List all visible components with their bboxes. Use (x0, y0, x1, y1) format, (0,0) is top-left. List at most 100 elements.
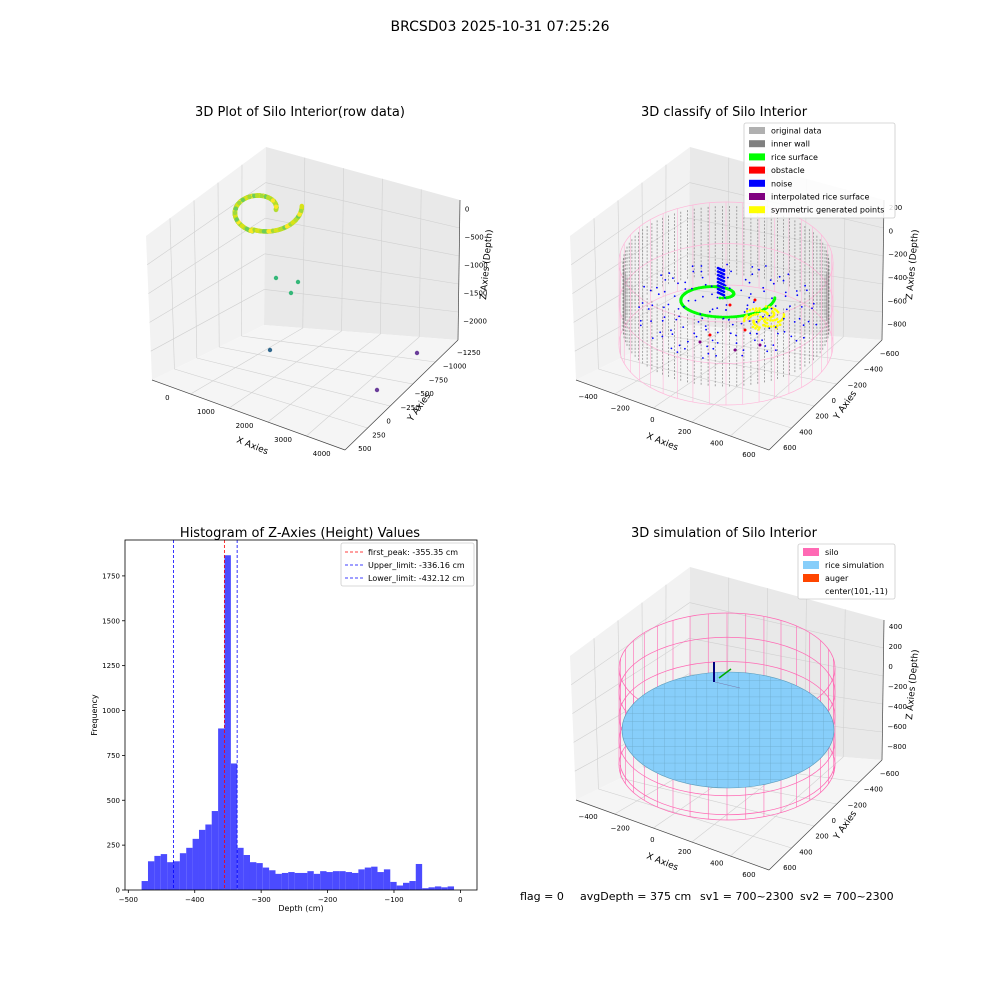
rice-surface-point (763, 307, 766, 311)
symmetric-point (759, 315, 762, 319)
symmetric-point (782, 315, 786, 318)
symmetric-point (751, 307, 755, 311)
legend-label: inner wall (771, 140, 810, 149)
figure-suptitle: BRCSD03 2025-10-31 07:25:26 (390, 19, 609, 35)
classify-y-label: Y Axies (832, 389, 860, 422)
noise-point (722, 290, 726, 294)
gridline (267, 333, 381, 423)
noise-point (725, 304, 728, 306)
gridline (229, 330, 342, 409)
rice-surface-point (725, 315, 729, 319)
histogram-bar (332, 871, 340, 890)
noise-point (746, 304, 749, 307)
simulation-x-label: X Axies (645, 852, 680, 874)
noise-point (743, 311, 746, 313)
noise-point (675, 318, 678, 321)
noise-point (802, 336, 805, 339)
symmetric-point (777, 320, 780, 324)
raw-outlier-point (273, 275, 279, 281)
noise-point (815, 323, 818, 326)
legend-swatch (749, 166, 765, 174)
noise-point (722, 280, 726, 283)
raw-cluster-point (233, 206, 238, 211)
gridline (842, 609, 846, 758)
gridline (665, 335, 860, 363)
noise-point (671, 333, 674, 335)
z-axis-line (457, 199, 461, 341)
histogram-y-ticks: 0 250 500 750 1000 1250 1500 1750 (102, 572, 125, 895)
rice-surface-point (709, 314, 713, 318)
symmetric-point (759, 309, 763, 313)
x-tick-label: 600 (742, 871, 755, 879)
y-tick-label: 1250 (102, 662, 120, 670)
y-tick-label: −600 (880, 350, 899, 358)
legend-label: Upper_limit: -336.16 cm (368, 561, 465, 570)
symmetric-point (771, 310, 774, 313)
noise-point (735, 334, 737, 337)
symmetric-point (757, 320, 760, 323)
histogram-bar (326, 872, 333, 890)
rice-surface-point (773, 296, 777, 300)
gridline (598, 788, 792, 849)
raw-cluster-point (298, 208, 304, 214)
gridline (306, 336, 420, 437)
x-tick-label: −400 (578, 393, 597, 401)
legend-swatch (749, 206, 765, 214)
x-tick-label: 0 (458, 896, 462, 904)
noise-point (772, 282, 775, 285)
gridline (149, 253, 265, 323)
histogram-bar (422, 888, 429, 890)
noise-point (784, 295, 787, 298)
z-tick-label: −200 (888, 683, 907, 691)
symmetric-point (776, 324, 779, 328)
histogram-bar (218, 728, 225, 890)
z-tick-label: 0 (888, 663, 892, 671)
noise-point (782, 317, 785, 320)
legend-label: obstacle (771, 166, 805, 175)
noise-point (663, 316, 666, 318)
interpolated-point (758, 343, 762, 347)
x-tick-label: 1000 (197, 408, 215, 416)
noise-point (661, 335, 664, 338)
noise-point (641, 302, 644, 304)
histogram-bar (167, 862, 174, 890)
symmetric-point (769, 325, 773, 328)
legend-label: Lower_limit: -432.12 cm (368, 574, 465, 583)
noise-point (766, 350, 769, 353)
noise-point (711, 308, 714, 311)
symmetric-point (778, 323, 782, 327)
noise-point (795, 339, 798, 342)
rice-surface-point (722, 296, 725, 300)
gridline (169, 218, 175, 370)
noise-point (700, 270, 703, 273)
x-tick-label: 0 (650, 836, 654, 844)
histogram-bar (352, 872, 359, 890)
symmetric-point (755, 307, 758, 310)
noise-point (727, 319, 730, 321)
noise-point (724, 296, 726, 299)
panel-histogram: Histogram of Z-Axies (Height) Values −50… (90, 526, 478, 913)
legend-label: original data (771, 127, 822, 136)
legend-label: noise (771, 179, 792, 188)
symmetric-point (775, 309, 779, 313)
y-tick-label: 600 (783, 444, 796, 452)
y-tick-label: −1000 (443, 363, 467, 371)
symmetric-point (764, 305, 768, 308)
y-tick-label: 500 (358, 445, 371, 453)
histogram-bar (434, 886, 442, 890)
raw-cluster-point (266, 229, 271, 234)
raw-cluster-point (239, 223, 245, 228)
noise-point (687, 340, 689, 343)
noise-point (806, 289, 808, 292)
symmetric-point (768, 305, 771, 309)
gridline (571, 182, 690, 266)
z-tick-label: −1000 (464, 261, 488, 269)
histogram-bar (186, 847, 193, 890)
raw-cluster-point (237, 200, 242, 206)
z-tick-label: −800 (887, 743, 906, 751)
histogram-bar (237, 847, 244, 890)
histogram-reference-lines (172, 540, 238, 890)
footer-status: flag = 0 avgDepth = 375 cm sv1 = 700~230… (520, 890, 894, 903)
noise-point (709, 310, 711, 313)
